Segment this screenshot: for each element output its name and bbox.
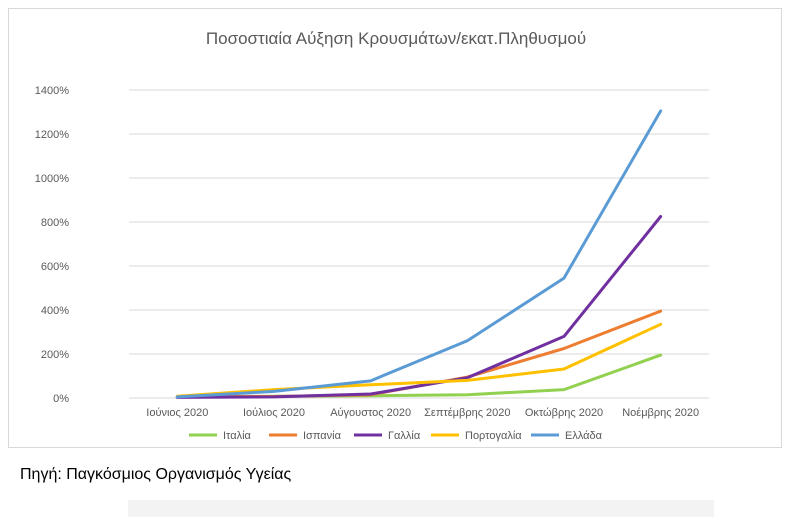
series-2	[175, 215, 663, 399]
x-tick-label: Σεπτέμβρης 2020	[424, 407, 510, 419]
y-axis-ticks: 0% 200% 400% 600% 800% 1000% 1200% 1400%	[35, 85, 69, 405]
y-tick-label: 1200%	[35, 129, 69, 141]
y-tick-label: 600%	[41, 261, 69, 273]
legend-label: Ελλάδα	[565, 430, 603, 442]
legend-item: Ιταλία	[189, 430, 252, 442]
y-tick-label: 1400%	[35, 85, 69, 97]
gridlines	[129, 89, 709, 399]
x-axis-ticks: Ιούνιος 2020 Ιούλιος 2020 Αύγουστος 2020 Σε…	[146, 407, 699, 419]
x-tick-label: Ιούλιος 2020	[243, 407, 305, 419]
x-tick-label: Ιούνιος 2020	[146, 407, 208, 419]
legend-label: Γαλλία	[388, 430, 421, 442]
y-tick-label: 800%	[41, 217, 69, 229]
y-tick-label: 0%	[53, 393, 69, 405]
x-tick-label: Αύγουστος 2020	[330, 407, 411, 419]
series-line	[175, 215, 663, 399]
series-4	[175, 109, 663, 399]
legend-label: Πορτογαλία	[465, 430, 522, 442]
legend-item: Ισπανία	[269, 430, 342, 442]
legend-label: Ισπανία	[303, 430, 342, 442]
legend-item: Ελλάδα	[531, 430, 603, 442]
chart-frame: Ποσοστιαία Αύξηση Κρουσμάτων/εκατ.Πληθυσ…	[8, 8, 782, 448]
legend-label: Ιταλία	[223, 430, 252, 442]
y-tick-label: 200%	[41, 349, 69, 361]
x-tick-label: Οκτώβρης 2020	[525, 407, 603, 419]
legend-item: Πορτογαλία	[431, 430, 522, 442]
series-line	[175, 109, 663, 399]
bottom-strip	[128, 500, 714, 517]
x-tick-label: Νοέμβρης 2020	[622, 407, 699, 419]
line-chart: Ποσοστιαία Αύξηση Κρουσμάτων/εκατ.Πληθυσ…	[35, 29, 709, 442]
series-lines	[175, 109, 663, 399]
legend-item: Γαλλία	[354, 430, 421, 442]
series-3	[175, 322, 663, 398]
y-tick-label: 1000%	[35, 173, 69, 185]
source-note: Πηγή: Παγκόσμιος Οργανισμός Υγείας	[20, 466, 292, 483]
legend: Ιταλία Ισπανία Γαλλία Πορτογαλία Ελλάδα	[189, 430, 603, 442]
chart-title: Ποσοστιαία Αύξηση Κρουσμάτων/εκατ.Πληθυσ…	[206, 29, 586, 48]
y-tick-label: 400%	[41, 305, 69, 317]
series-line	[175, 322, 663, 398]
